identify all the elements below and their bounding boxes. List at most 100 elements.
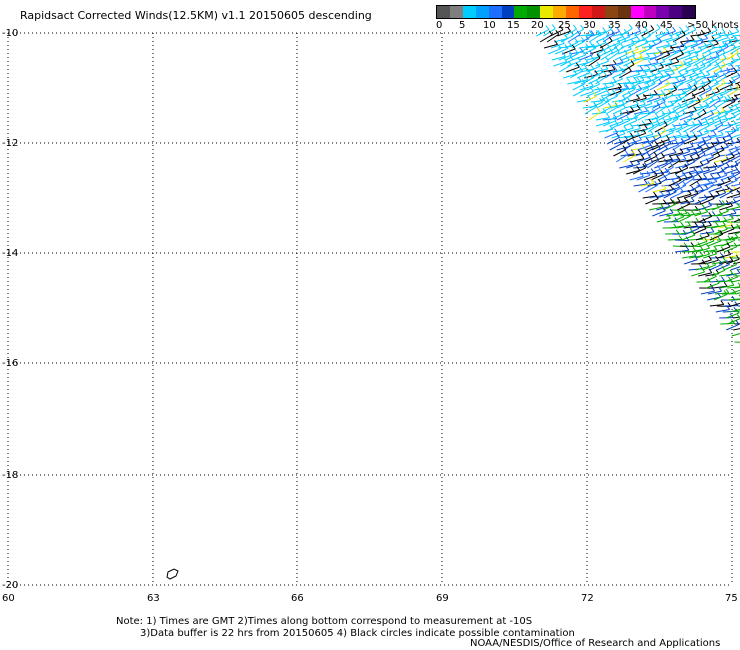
wind-barb-flag: [710, 194, 715, 199]
wind-barb-flag: [630, 123, 634, 129]
wind-barb: [720, 284, 735, 289]
wind-barb-flag: [695, 72, 700, 78]
wind-barb-flag: [624, 149, 629, 155]
colorbar-label: 15: [507, 20, 520, 31]
wind-barb-flag: [606, 90, 611, 96]
wind-barb-flag: [596, 61, 601, 67]
wind-barb-flag: [676, 209, 681, 215]
wind-barb-flag: [734, 104, 739, 109]
wind-barb-flag: [644, 38, 649, 43]
wind-barb-flag: [656, 102, 661, 108]
wind-barb-flag: [679, 26, 683, 32]
wind-barb: [719, 89, 733, 97]
wind-barb-flag: [735, 254, 740, 260]
wind-barb-flag: [710, 117, 715, 122]
wind-barb-flag: [653, 52, 657, 58]
wind-barb-flag: [710, 227, 715, 233]
wind-barb-flag: [721, 220, 726, 226]
wind-barb-flag: [619, 110, 624, 115]
wind-barb-flag: [672, 148, 677, 153]
wind-barb-flag: [585, 35, 590, 40]
wind-barb-flag: [737, 82, 740, 88]
wind-barb-flag: [677, 45, 682, 51]
wind-barb: [640, 182, 655, 187]
wind-barb-flag: [614, 128, 618, 133]
wind-barb-flag: [684, 130, 689, 136]
wind-barb-flag: [668, 58, 673, 64]
wind-barb-flag: [656, 68, 661, 73]
wind-barb: [604, 132, 618, 139]
wind-barb: [671, 64, 684, 73]
wind-barb: [687, 185, 701, 193]
wind-barb-flag: [686, 147, 691, 152]
wind-barb: [543, 28, 556, 37]
wind-barb: [579, 54, 593, 61]
wind-barb-flag: [716, 87, 720, 92]
wind-barb-flag: [686, 134, 691, 140]
wind-barb-flag: [630, 132, 634, 138]
wind-barb-flag: [648, 43, 653, 49]
wind-barb: [674, 239, 689, 242]
footnotes: Note: 1) Times are GMT 2)Times along bot…: [116, 616, 575, 640]
wind-barb-flag: [606, 113, 611, 118]
wind-barb-flag: [605, 31, 610, 37]
wind-barb: [731, 161, 740, 169]
wind-barb-flag: [563, 57, 568, 62]
wind-barb-flag: [705, 262, 710, 267]
wind-barb: [684, 192, 699, 199]
wind-barb: [715, 46, 729, 55]
wind-barb: [669, 152, 684, 157]
wind-barb: [721, 239, 735, 247]
wind-barb-flag: [636, 94, 640, 99]
wind-barb: [616, 153, 629, 163]
wind-barb-flag: [635, 130, 640, 136]
wind-barb-flag: [703, 194, 708, 200]
colorbar-label: 0: [436, 20, 443, 31]
wind-barb-flag: [735, 27, 740, 33]
wind-barb-flag: [714, 147, 719, 152]
wind-barb: [626, 127, 641, 133]
lat-label: -18: [2, 470, 18, 481]
wind-barb-flag: [646, 64, 651, 70]
wind-barb-flag: [554, 40, 558, 45]
wind-barb-flag: [675, 140, 680, 145]
wind-barb: [643, 174, 658, 181]
wind-barb: [586, 83, 600, 91]
wind-barb: [735, 244, 740, 247]
wind-barb-flag: [619, 32, 624, 37]
wind-barb-flag: [654, 116, 659, 122]
wind-barb-flag: [656, 24, 661, 29]
wind-barb: [637, 113, 651, 121]
wind-barb-flag: [666, 169, 671, 174]
wind-barb-flag: [681, 30, 686, 36]
wind-barb: [729, 47, 740, 55]
wind-barb-flag: [605, 42, 610, 48]
wind-barb-flag: [672, 199, 677, 205]
wind-barb: [726, 323, 740, 331]
wind-barb-flag: [637, 149, 642, 155]
wind-barb-flag: [719, 92, 724, 98]
wind-barb: [716, 135, 731, 139]
wind-barb-flag: [721, 28, 726, 33]
wind-barb: [733, 88, 740, 91]
wind-barb-flag: [708, 212, 713, 217]
wind-barb: [654, 171, 669, 175]
wind-barb: [656, 217, 671, 223]
wind-barb-flag: [721, 78, 726, 84]
colorbar-labels: 0 5 10 15 20 25 30 35 40 45 >50 knots: [434, 20, 740, 34]
wind-barb: [734, 341, 740, 343]
wind-barb: [697, 31, 711, 37]
wind-barb-flag: [738, 227, 740, 230]
wind-barb: [727, 318, 740, 325]
wind-barb: [700, 79, 714, 85]
colorbar-label: 40: [635, 20, 648, 31]
wind-barb-flag: [731, 97, 736, 102]
wind-barb: [731, 126, 740, 133]
wind-barb: [723, 236, 738, 241]
wind-barb-flag: [735, 126, 740, 131]
wind-barb-flag: [683, 173, 688, 179]
wind-barb: [581, 77, 595, 85]
wind-barb-flag: [703, 174, 708, 179]
wind-barb: [643, 93, 658, 97]
lat-label: -16: [2, 358, 18, 369]
